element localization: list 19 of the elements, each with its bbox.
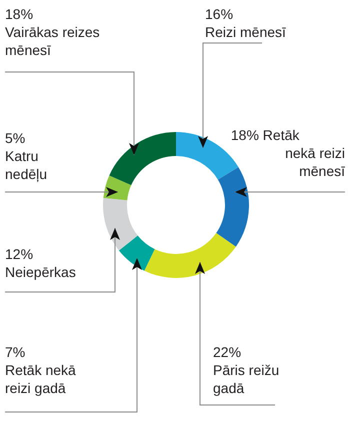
data-label: 7% [5,344,26,360]
donut-slice [216,167,249,247]
slice-label: Retāk nekā reizi mēnesī [258,127,346,179]
slice-label: Vairākas reizes mēnesī [5,24,100,58]
slice-label: Katru nedēļu [5,148,48,182]
data-label: 18% [5,6,34,22]
data-label: 16% [205,6,234,22]
data-label: 22% [213,344,242,360]
data-label: 18% [230,127,259,143]
donut-slice [118,236,155,271]
donut-slice [144,233,236,278]
slice-label: Neiepērkas [5,264,76,280]
data-label: 5% [5,130,26,146]
slice-label: Reizi mēnesī [205,24,286,40]
donut-slice [103,198,138,251]
slice-label: Pāris reižu gadā [213,362,280,396]
donut-slice [109,132,176,186]
slice-label: Retāk nekā reizi gadā [5,362,76,396]
data-label: 12% [5,246,34,262]
